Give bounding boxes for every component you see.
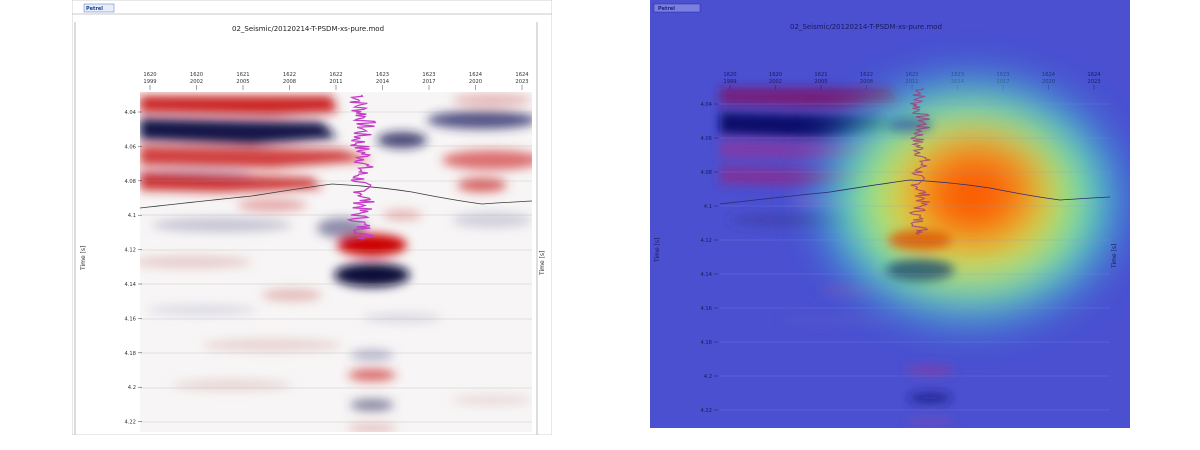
x-tick-xline: 1999 [723, 79, 736, 85]
x-tick-inline: 1623 [422, 72, 435, 78]
y-tick-label: 4.04 [124, 110, 136, 116]
y-tick-label: 4.22 [124, 420, 136, 426]
y-tick-label: 4.1 [128, 213, 136, 219]
y-tick-label: 4.16 [700, 306, 712, 312]
x-tick-inline: 1620 [143, 72, 156, 78]
seismic-data-area [140, 92, 532, 432]
y-axis-label-right: Time [s] [539, 251, 546, 276]
seismic-view-left: Petrel 02_Seismic/20120214-T-PSDM-xs-pur… [72, 0, 552, 435]
petrel-logo: Petrel [653, 3, 701, 13]
logo-text: Petrel [86, 6, 103, 12]
horizon-line [719, 179, 1111, 205]
x-tick-xline: 2005 [236, 79, 249, 85]
y-tick-label: 4.22 [700, 408, 712, 414]
y-tick-label: 4.14 [700, 272, 712, 278]
x-tick-inline: 1620 [769, 72, 782, 78]
y-tick-label: 4.14 [124, 282, 136, 288]
y-tick-label: 4.06 [700, 136, 712, 142]
x-tick-inline: 1620 [723, 72, 736, 78]
x-tick-inline: 1622 [283, 72, 296, 78]
y-tick-label: 4.12 [124, 248, 136, 254]
horizon-line [140, 183, 532, 209]
y-tick-label: 4.1 [704, 204, 712, 210]
x-tick-inline: 1624 [1087, 72, 1101, 78]
x-tick-xline: 2011 [329, 79, 342, 85]
section-title: 02_Seismic/20120214-T-PSDM-xs-pure.mod [232, 25, 384, 33]
petrel-logo: Petrel [83, 3, 115, 13]
y-axis-label-right: Time [s] [1111, 244, 1118, 269]
well-log [908, 87, 931, 235]
seismic-section-svg: Petrel 02_Seismic/20120214-T-PSDM-xs-pur… [72, 0, 552, 435]
x-tick-inline: 1622 [905, 72, 918, 78]
y-axis-label-left: Time [s] [654, 238, 661, 263]
well-log [346, 94, 377, 240]
x-tick-xline: 2008 [860, 79, 873, 85]
x-tick-inline: 1622 [860, 72, 873, 78]
y-axis-ticks: 4.04 4.06 4.08 4.1 4.12 4.14 4.16 4.18 4.2 4.22 [124, 110, 142, 426]
heatmap-section-svg: Petrel 02_Seismic/20120214-T-PSDM-xs-pur… [650, 0, 1130, 428]
x-tick-inline: 1622 [329, 72, 342, 78]
x-tick-xline: 2020 [469, 79, 482, 85]
y-axis-label-left: Time [s] [80, 246, 87, 271]
x-tick-xline: 2002 [769, 79, 782, 85]
x-tick-inline: 1621 [814, 72, 827, 78]
y-tick-label: 4.18 [700, 340, 712, 346]
x-tick-xline: 2008 [283, 79, 296, 85]
x-tick-inline: 1624 [515, 72, 529, 78]
y-tick-label: 4.16 [124, 316, 136, 322]
y-tick-label: 4.12 [700, 238, 712, 244]
y-tick-label: 4.18 [124, 351, 136, 357]
x-tick-inline: 1621 [236, 72, 249, 78]
y-tick-label: 4.08 [124, 179, 136, 185]
heatmap-overlay [810, 70, 1130, 330]
x-tick-xline: 1999 [143, 79, 156, 85]
x-tick-inline: 1624 [469, 72, 483, 78]
x-tick-xline: 2017 [422, 79, 435, 85]
y-tick-label: 4.2 [704, 374, 712, 380]
y-tick-label: 4.04 [700, 102, 712, 108]
y-tick-label: 4.2 [128, 385, 136, 391]
x-tick-xline: 2005 [814, 79, 827, 85]
x-tick-inline: 1623 [376, 72, 389, 78]
x-tick-xline: 2023 [1087, 79, 1100, 85]
x-tick-xline: 2020 [1042, 79, 1055, 85]
x-tick-inline: 1620 [190, 72, 203, 78]
x-tick-xline: 2002 [190, 79, 203, 85]
y-axis-ticks: 4.04 4.06 4.08 4.1 4.12 4.14 4.16 4.18 4.2 4.22 [700, 102, 718, 414]
heatmap-view-right: Petrel 02_Seismic/20120214-T-PSDM-xs-pur… [650, 0, 1130, 428]
logo-text: Petrel [658, 6, 675, 12]
y-tick-label: 4.06 [124, 144, 136, 150]
x-tick-xline: 2014 [376, 79, 390, 85]
x-tick-inline: 1624 [1042, 72, 1056, 78]
x-tick-xline: 2023 [515, 79, 528, 85]
section-title: 02_Seismic/20120214-T-PSDM-xs-pure.mod [790, 23, 942, 31]
x-axis-ticks: 1620199916202002162120051622200816222011… [143, 72, 529, 90]
y-tick-label: 4.08 [700, 170, 712, 176]
